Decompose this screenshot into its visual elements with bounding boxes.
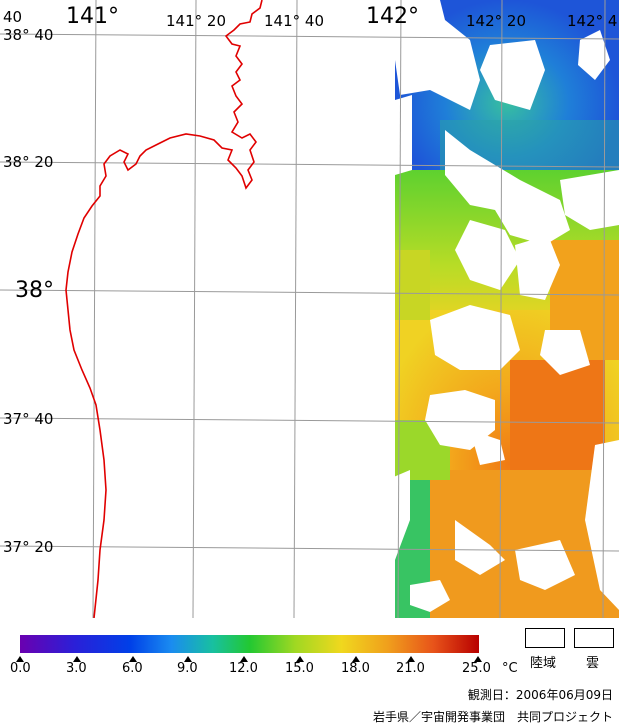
lon-label-142-20: 142° 20 xyxy=(466,12,526,30)
lat-label-38-40: 38° 40 xyxy=(3,26,54,44)
observation-date: 観測日：2006年06月09日 xyxy=(467,688,613,702)
colorbar-label: 9.0 xyxy=(177,661,198,676)
colorbar-label: 3.0 xyxy=(66,661,87,676)
colorbar-label: 0.0 xyxy=(10,661,31,676)
lat-label-38-20: 38° 20 xyxy=(3,153,54,171)
colorbar-unit: °C xyxy=(502,661,518,676)
credit-line: 岩手県／宇宙開発事業団 共同プロジェクト xyxy=(372,710,613,724)
colorbar-label: 15.0 xyxy=(285,661,314,676)
colorbar-label: 25.0 xyxy=(462,661,491,676)
legend-cloud-label: 雲 xyxy=(586,656,600,671)
lon-label-142-40: 142° 4 xyxy=(567,12,618,30)
colorbar-tick xyxy=(474,656,482,662)
lat-label-37-40: 37° 40 xyxy=(3,410,54,428)
graticule xyxy=(0,0,619,618)
colorbar-tick xyxy=(352,656,360,662)
colorbar-tick xyxy=(240,656,248,662)
colorbar-label: 12.0 xyxy=(229,661,258,676)
sst-field xyxy=(330,0,619,618)
colorbar-tick xyxy=(16,656,24,662)
coastline xyxy=(65,0,263,618)
colorbar-tick xyxy=(296,656,304,662)
colorbar-tick xyxy=(73,656,81,662)
lon-label-142: 142° xyxy=(366,4,419,29)
lat-label-38: 38° xyxy=(15,278,54,303)
colorbar-label: 21.0 xyxy=(396,661,425,676)
colorbar-tick xyxy=(129,656,137,662)
legend-land-label: 陸域 xyxy=(530,656,557,671)
lon-label-141-40: 141° 40 xyxy=(264,12,324,30)
legend-land-swatch xyxy=(525,628,565,648)
lon-label-141: 141° xyxy=(66,4,119,29)
temperature-colorbar xyxy=(20,635,479,653)
colorbar-label: 18.0 xyxy=(341,661,370,676)
sst-map xyxy=(0,0,619,618)
edge-label-40: 40 xyxy=(3,8,23,26)
legend-cloud-swatch xyxy=(574,628,614,648)
colorbar-tick xyxy=(184,656,192,662)
lat-label-37-20: 37° 20 xyxy=(3,538,54,556)
lon-label-141-20: 141° 20 xyxy=(166,12,226,30)
colorbar-tick xyxy=(407,656,415,662)
colorbar-label: 6.0 xyxy=(122,661,143,676)
